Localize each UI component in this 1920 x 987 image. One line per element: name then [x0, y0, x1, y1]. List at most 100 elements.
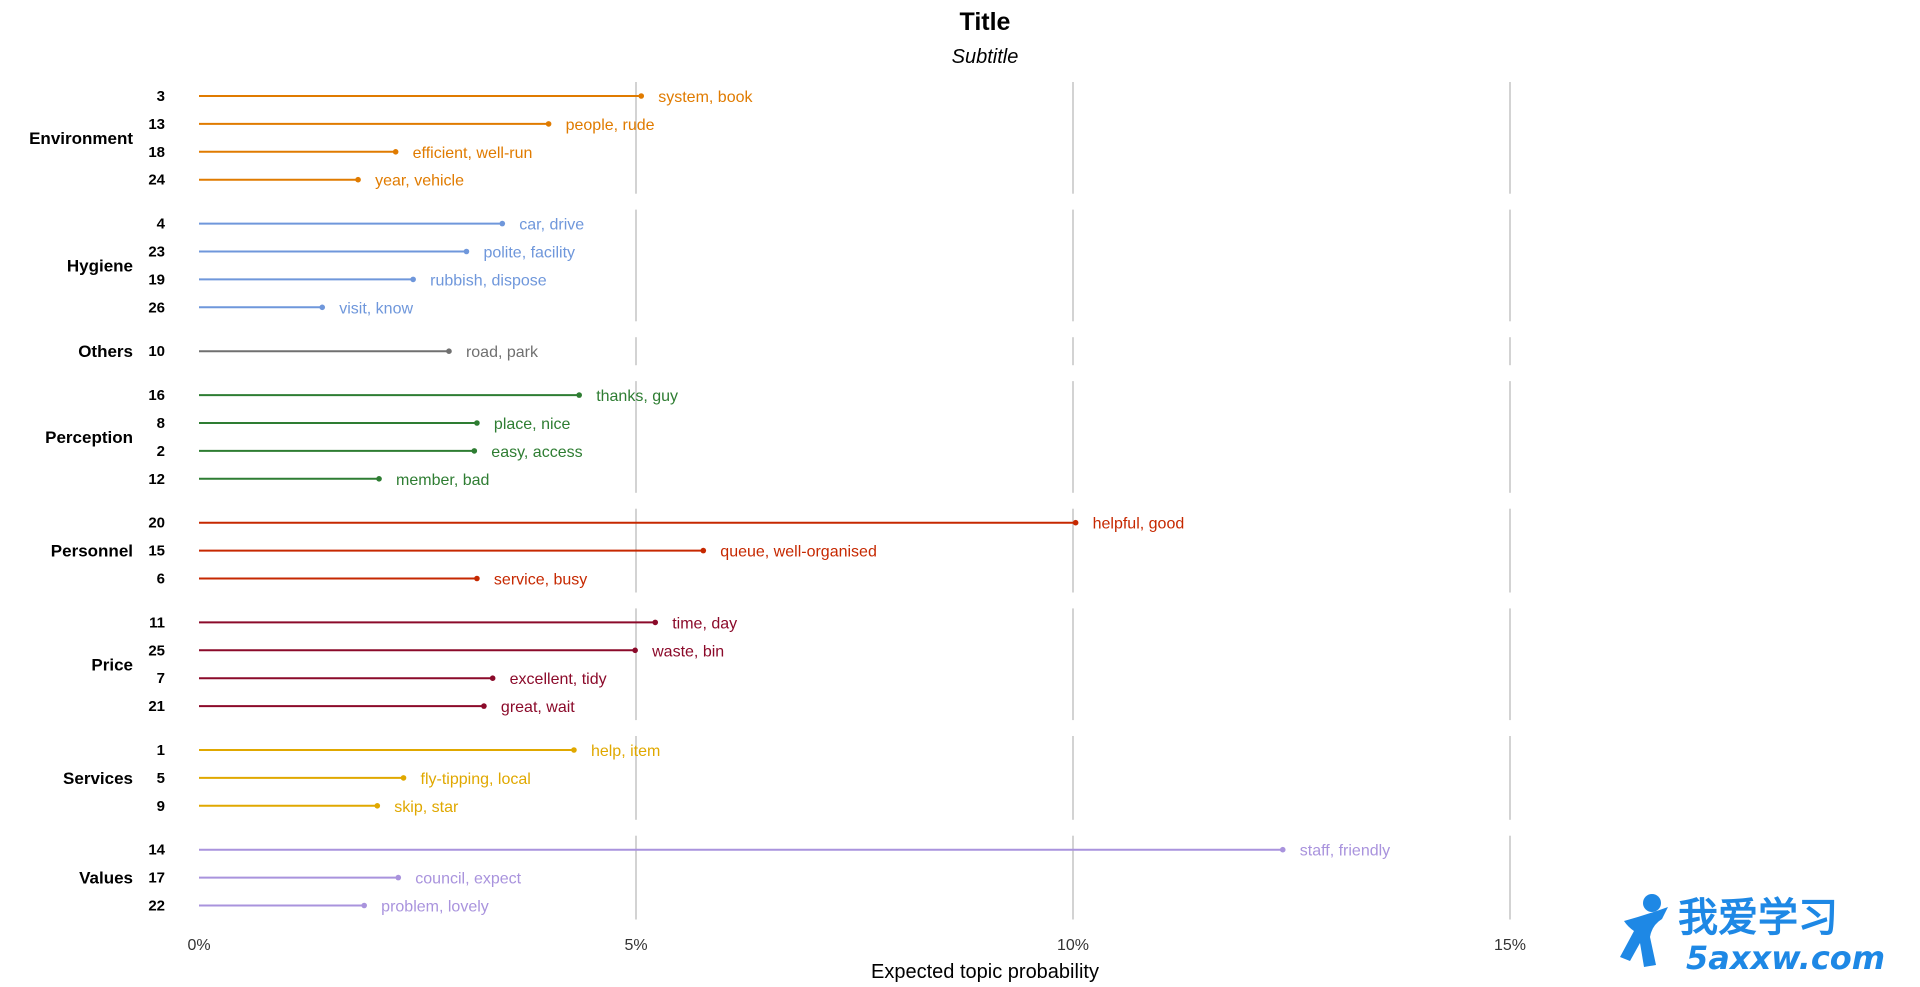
- topic-terms-20: helpful, good: [1093, 516, 1185, 533]
- topic-terms-14: staff, friendly: [1300, 843, 1390, 860]
- topic-id-13: 13: [148, 116, 165, 133]
- topic-id-5: 5: [157, 770, 165, 787]
- topic-point-18: [392, 149, 399, 155]
- topic-id-18: 18: [148, 144, 165, 161]
- topic-id-21: 21: [148, 698, 165, 715]
- topic-point-11: [652, 619, 659, 626]
- topic-point-17: [395, 874, 402, 881]
- x-axis-title: Expected topic probability: [871, 961, 1099, 983]
- topic-id-2: 2: [157, 443, 165, 460]
- topic-point-24: [355, 176, 361, 183]
- group-label-personnel: Personnel: [51, 542, 133, 561]
- topic-terms-2: easy, access: [491, 444, 582, 461]
- topic-point-6: [474, 575, 480, 582]
- x-tick-label-3: 15%: [1494, 937, 1526, 954]
- topic-terms-11: time, day: [672, 615, 737, 632]
- topic-id-14: 14: [148, 842, 165, 859]
- topic-terms-12: member, bad: [396, 472, 489, 489]
- watermark-line1: 我爱学习: [1678, 895, 1838, 941]
- topic-id-6: 6: [157, 571, 165, 588]
- topic-point-26: [319, 304, 326, 311]
- topic-terms-6: service, busy: [494, 572, 587, 589]
- x-tick-label-2: 10%: [1057, 937, 1089, 954]
- topic-terms-21: great, wait: [501, 699, 575, 716]
- topic-point-21: [481, 703, 487, 709]
- group-label-hygiene: Hygiene: [67, 256, 133, 275]
- topic-point-16: [576, 392, 582, 398]
- topic-point-7: [489, 675, 496, 681]
- topic-id-9: 9: [157, 798, 165, 815]
- topic-point-2: [471, 448, 478, 454]
- topic-point-22: [361, 902, 367, 909]
- topic-terms-13: people, rude: [566, 117, 655, 134]
- topic-terms-9: skip, star: [394, 799, 459, 816]
- topic-id-22: 22: [148, 898, 165, 915]
- group-label-services: Services: [63, 769, 133, 788]
- topic-point-1: [571, 747, 577, 753]
- topic-id-16: 16: [148, 387, 165, 404]
- person-figure-icon: [1620, 894, 1668, 967]
- topic-point-25: [632, 647, 638, 654]
- topic-point-8: [474, 420, 480, 426]
- topic-point-5: [400, 775, 407, 781]
- topic-terms-22: problem, lovely: [381, 899, 489, 916]
- gridlines: [635, 82, 1511, 920]
- topic-point-4: [499, 220, 506, 227]
- topic-terms-15: queue, well-organised: [720, 544, 877, 561]
- topic-id-7: 7: [157, 670, 165, 687]
- topic-id-24: 24: [148, 172, 165, 189]
- group-label-perception: Perception: [45, 428, 133, 447]
- topic-terms-1: help, item: [591, 743, 660, 760]
- topic-point-9: [374, 803, 381, 809]
- topic-id-10: 10: [148, 343, 165, 360]
- chart-title: Title: [960, 8, 1011, 36]
- topic-terms-18: efficient, well-run: [413, 145, 533, 162]
- group-label-others: Others: [78, 342, 133, 361]
- topic-terms-19: rubbish, dispose: [430, 272, 547, 289]
- topic-id-12: 12: [148, 471, 165, 488]
- topic-terms-5: fly-tipping, local: [421, 771, 531, 788]
- topic-id-3: 3: [157, 88, 165, 105]
- topic-terms-4: car, drive: [519, 217, 584, 234]
- x-tick-label-1: 5%: [624, 937, 647, 954]
- topic-terms-17: council, expect: [415, 871, 521, 888]
- watermark-line2: 5axxw.com: [1686, 939, 1885, 975]
- topic-point-3: [638, 93, 645, 99]
- group-label-price: Price: [91, 655, 133, 674]
- topic-point-10: [446, 348, 452, 355]
- group-label-values: Values: [79, 869, 133, 888]
- topic-point-13: [545, 121, 552, 127]
- chart-subtitle: Subtitle: [952, 46, 1019, 68]
- topic-point-23: [463, 248, 470, 255]
- topic-terms-25: waste, bin: [651, 643, 724, 660]
- topic-id-25: 25: [148, 642, 165, 659]
- topic-point-19: [410, 276, 416, 283]
- topic-terms-24: year, vehicle: [375, 173, 464, 190]
- watermark-logo: 我爱学习 5axxw.com: [1620, 894, 1885, 975]
- topic-terms-7: excellent, tidy: [510, 671, 607, 688]
- topic-id-8: 8: [157, 415, 165, 432]
- topic-terms-26: visit, know: [339, 300, 413, 317]
- topic-point-14: [1279, 846, 1286, 853]
- topic-id-20: 20: [148, 515, 165, 532]
- topic-point-15: [700, 547, 707, 554]
- topic-id-17: 17: [148, 870, 165, 887]
- topic-point-12: [376, 476, 382, 482]
- topic-terms-10: road, park: [466, 344, 539, 361]
- topic-terms-3: system, book: [658, 89, 753, 106]
- topic-id-15: 15: [148, 543, 165, 560]
- topic-terms-23: polite, facility: [483, 245, 575, 262]
- topic-terms-16: thanks, guy: [596, 388, 678, 405]
- topic-id-11: 11: [149, 614, 165, 631]
- topic-id-23: 23: [148, 244, 165, 261]
- topic-terms-8: place, nice: [494, 416, 571, 433]
- topic-point-20: [1072, 519, 1079, 526]
- topic-id-4: 4: [157, 216, 166, 233]
- topic-id-19: 19: [148, 271, 165, 288]
- group-label-environment: Environment: [29, 129, 133, 148]
- topic-id-1: 1: [157, 742, 165, 759]
- x-tick-label-0: 0%: [187, 937, 210, 954]
- axis-labels: 0% 5% 10% 15%Environment3131824Hygiene42319…: [29, 88, 1526, 954]
